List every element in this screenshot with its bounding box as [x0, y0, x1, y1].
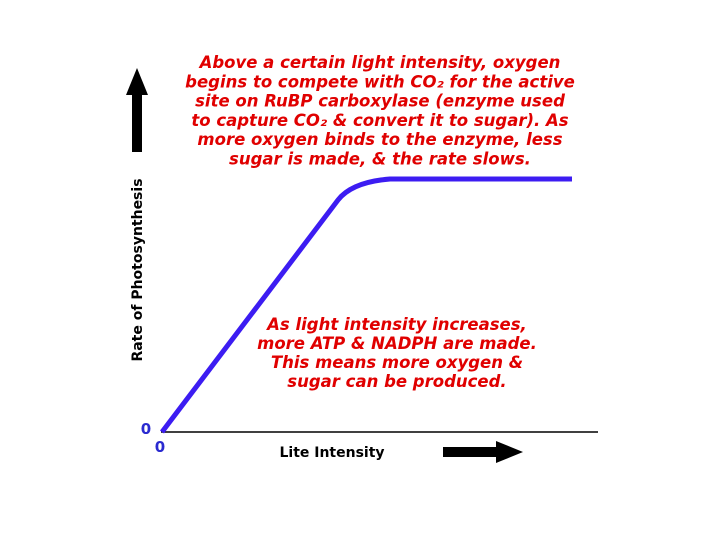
top-annotation: Above a certain light intensity, oxygenb… [185, 53, 575, 169]
annotation-line: to capture CO₂ & convert it to sugar). A… [191, 111, 568, 130]
right-arrow-shaft [443, 447, 499, 457]
right-arrow-head [496, 441, 523, 463]
annotation-line: more ATP & NADPH are made. [257, 334, 537, 353]
x-axis-label: Lite Intensity [279, 445, 384, 461]
up-arrow-shaft [132, 92, 142, 152]
bottom-annotation: As light intensity increases,more ATP & … [257, 315, 537, 391]
annotation-line: sugar can be produced. [287, 372, 506, 391]
annotation-line: This means more oxygen & [271, 353, 523, 372]
annotation-line: more oxygen binds to the enzyme, less [197, 130, 562, 149]
y-origin-label: 0 [141, 420, 151, 438]
annotation-line: site on RuBP carboxylase (enzyme used [195, 92, 565, 111]
y-axis-label: Rate of Photosynthesis [130, 178, 146, 361]
annotation-line: begins to compete with CO₂ for the activ… [185, 72, 575, 91]
annotation-line: Above a certain light intensity, oxygen [198, 53, 561, 72]
x-origin-label: 0 [155, 438, 165, 456]
annotation-line: As light intensity increases, [265, 315, 527, 334]
up-arrow-head [126, 68, 148, 95]
rate-curve [160, 176, 572, 434]
annotation-line: sugar is made, & the rate slows. [229, 150, 531, 169]
